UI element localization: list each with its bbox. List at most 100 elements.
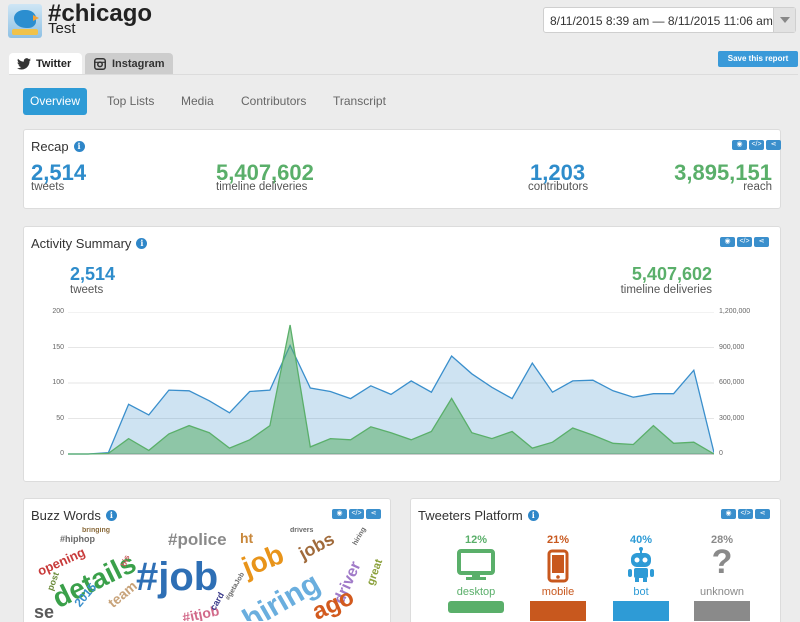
mobile-phone-icon bbox=[547, 549, 569, 583]
platform-bot-pct: 40% bbox=[629, 534, 653, 546]
date-range-select[interactable]: 8/11/2015 8:39 am — 8/11/2015 11:06 am bbox=[543, 7, 796, 33]
robot-icon bbox=[628, 547, 654, 582]
buzz-word[interactable]: jobs bbox=[295, 528, 338, 564]
desktop-icon bbox=[457, 549, 495, 580]
platform-bot-label: bot bbox=[633, 586, 649, 598]
eye-icon[interactable]: ◉ bbox=[332, 509, 347, 519]
left-tick-label: 150 bbox=[52, 344, 64, 351]
buzz-title-text: Buzz Words bbox=[31, 508, 101, 523]
series-area-0 bbox=[68, 345, 714, 454]
recap-deliveries-value: 5,407,602 bbox=[216, 160, 314, 185]
activity-deliveries-label: timeline deliveries bbox=[620, 284, 712, 296]
buzz-title: Buzz Words i bbox=[31, 508, 117, 523]
platform-bot-bar bbox=[613, 601, 669, 621]
embed-code-icon[interactable]: </> bbox=[349, 509, 364, 519]
info-icon[interactable]: i bbox=[73, 141, 85, 152]
left-tick-label: 200 bbox=[52, 308, 64, 315]
platform-mobile-bar bbox=[530, 601, 586, 621]
recap-deliveries-label: timeline deliveries bbox=[216, 181, 308, 193]
share-icon[interactable]: ⋖ bbox=[754, 237, 769, 247]
buzz-word[interactable]: hiring bbox=[351, 527, 368, 547]
panel-tools: ◉ </> ⋖ bbox=[732, 140, 781, 150]
right-tick-label: 0 bbox=[719, 450, 723, 457]
platform-unknown-label: unknown bbox=[699, 586, 745, 598]
info-icon[interactable]: i bbox=[527, 510, 539, 521]
activity-tweets-value: 2,514 bbox=[70, 264, 116, 284]
nav-contributors[interactable]: Contributors bbox=[241, 94, 307, 108]
left-tick-label: 0 bbox=[60, 450, 64, 457]
panel-tools: ◉ </> ⋖ bbox=[332, 509, 381, 519]
buzz-word[interactable]: #job bbox=[136, 555, 219, 599]
series-line-1 bbox=[68, 324, 714, 455]
platform-desktop-label: desktop bbox=[456, 586, 496, 598]
recap-tweets-label: tweets bbox=[31, 181, 65, 193]
activity-chart bbox=[68, 312, 714, 455]
right-tick-label: 600,000 bbox=[719, 379, 745, 386]
twitter-bird-icon bbox=[17, 57, 31, 70]
share-icon[interactable]: ⋖ bbox=[766, 140, 781, 150]
platform-title-text: Tweeters Platform bbox=[418, 508, 523, 523]
date-range-value: 8/11/2015 8:39 am — 8/11/2015 11:06 am bbox=[550, 14, 773, 28]
report-name: Test bbox=[48, 20, 76, 37]
recap-title-text: Recap bbox=[31, 139, 69, 154]
activity-summary-panel: Activity Summary i ◉ </> ⋖ 2,514 tweets 5… bbox=[23, 226, 781, 482]
embed-code-icon[interactable]: </> bbox=[749, 140, 764, 150]
right-tick-label: 1,200,000 bbox=[719, 308, 751, 315]
recap-tweets-value: 2,514 bbox=[31, 160, 87, 185]
buzz-word[interactable]: ht bbox=[240, 530, 254, 546]
left-tick-label: 100 bbox=[52, 379, 64, 386]
series-line-0 bbox=[68, 343, 714, 455]
question-mark-icon: ? bbox=[711, 543, 733, 581]
info-icon[interactable]: i bbox=[105, 510, 117, 521]
nav-overview[interactable]: Overview bbox=[23, 88, 88, 115]
nav-transcript[interactable]: Transcript bbox=[333, 94, 386, 108]
buzz-words-panel: Buzz Words i ◉ </> ⋖ #job details job hir… bbox=[23, 498, 391, 622]
eye-icon[interactable]: ◉ bbox=[721, 509, 736, 519]
platform-mobile-label: mobile bbox=[541, 586, 575, 598]
eye-icon[interactable]: ◉ bbox=[732, 140, 747, 150]
tab-twitter-label: Twitter bbox=[36, 57, 72, 70]
nav-top-lists[interactable]: Top Lists bbox=[107, 94, 155, 108]
recap-reach-value: 3,895,151 bbox=[674, 160, 772, 185]
buzz-word[interactable]: bringing bbox=[82, 527, 110, 534]
left-tick-label: 50 bbox=[56, 415, 64, 422]
share-icon[interactable]: ⋖ bbox=[755, 509, 770, 519]
buzz-word[interactable]: drivers bbox=[290, 527, 314, 534]
platform-title: Tweeters Platform i bbox=[418, 508, 539, 523]
recap-reach-label: reach bbox=[743, 181, 772, 193]
activity-title-text: Activity Summary bbox=[31, 236, 132, 251]
camera-icon bbox=[94, 57, 106, 70]
buzz-word[interactable]: #getaJob bbox=[224, 571, 247, 602]
share-icon[interactable]: ⋖ bbox=[366, 509, 381, 519]
chevron-down-icon[interactable] bbox=[773, 8, 795, 32]
app-logo bbox=[8, 4, 42, 38]
recap-contributors-value: 1,203 bbox=[530, 160, 586, 185]
activity-title: Activity Summary i bbox=[31, 236, 148, 251]
word-cloud: #job details job hiring #police jobs dri… bbox=[32, 527, 392, 621]
platform-unknown-bar bbox=[694, 601, 750, 621]
platform-desktop-pct: 12% bbox=[464, 534, 488, 546]
info-icon[interactable]: i bbox=[136, 238, 148, 249]
recap-title: Recap i bbox=[31, 139, 85, 154]
save-report-button[interactable]: Save this report bbox=[718, 51, 798, 67]
right-tick-label: 300,000 bbox=[719, 415, 745, 422]
embed-code-icon[interactable]: </> bbox=[738, 509, 753, 519]
buzz-word[interactable]: #hiphop bbox=[60, 534, 95, 544]
buzz-word[interactable]: great bbox=[364, 557, 386, 588]
nav-media[interactable]: Media bbox=[181, 94, 214, 108]
report-hashtag: #chicago bbox=[48, 0, 153, 27]
buzz-word[interactable]: se bbox=[34, 602, 55, 621]
tab-instagram[interactable]: Instagram bbox=[85, 53, 173, 74]
platform-unknown-pct: 28% bbox=[710, 534, 734, 546]
recap-contributors-label: contributors bbox=[528, 181, 589, 193]
activity-tweets-label: tweets bbox=[70, 284, 104, 296]
panel-tools: ◉ </> ⋖ bbox=[720, 237, 769, 247]
eye-icon[interactable]: ◉ bbox=[720, 237, 735, 247]
panel-tools: ◉ </> ⋖ bbox=[721, 509, 770, 519]
tab-twitter[interactable]: Twitter bbox=[9, 53, 82, 74]
tweeters-platform-panel: Tweeters Platform i ◉ </> ⋖ 12% desktop 2… bbox=[410, 498, 781, 622]
embed-code-icon[interactable]: </> bbox=[737, 237, 752, 247]
activity-deliveries-value: 5,407,602 bbox=[631, 264, 712, 284]
buzz-word[interactable]: #police bbox=[168, 530, 227, 549]
right-tick-label: 900,000 bbox=[719, 344, 745, 351]
